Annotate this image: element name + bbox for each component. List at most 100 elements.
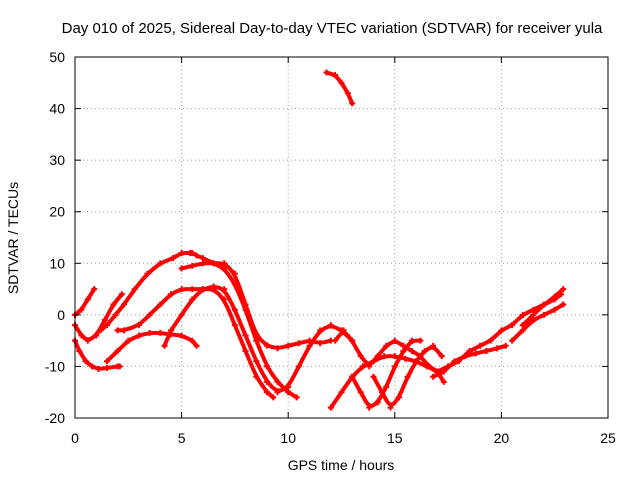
x-tick-label: 15 xyxy=(387,430,403,446)
data-point-arc-7 xyxy=(189,296,196,303)
data-point-arc-5 xyxy=(146,311,153,318)
data-point-arc-6 xyxy=(103,358,110,365)
data-point-arc-6 xyxy=(178,332,185,339)
data-point-arc-13 xyxy=(421,347,428,354)
data-point-arc-1 xyxy=(84,296,91,303)
data-point-arc-3 xyxy=(76,347,83,354)
series-arc-6 xyxy=(105,330,199,364)
data-point-arc-14 xyxy=(466,347,473,354)
grid-lines xyxy=(75,57,608,418)
y-tick-label: 40 xyxy=(49,101,65,117)
y-tick-label: -10 xyxy=(45,358,65,374)
data-point-arc-9 xyxy=(402,355,409,362)
data-point-arc-11 xyxy=(349,100,356,107)
data-point-arc-14 xyxy=(477,342,484,349)
data-point-arc-5 xyxy=(253,373,260,380)
y-tick-label: 0 xyxy=(57,307,65,323)
data-point-arc-7 xyxy=(253,358,260,365)
data-point-arc-2 xyxy=(78,332,85,339)
axis-ticks: 0 5 10 15 20 25 -20 -10 0 10 20 30 40 50 xyxy=(45,49,616,446)
data-point-arc-14 xyxy=(530,306,537,313)
data-point-arc-5 xyxy=(242,347,249,354)
data-point-arc-17 xyxy=(560,286,567,293)
data-point-arc-5 xyxy=(157,301,164,308)
y-axis-label: SDTVAR / TECUs xyxy=(5,182,21,294)
data-point-arc-2 xyxy=(110,301,117,308)
data-point-arc-4 xyxy=(121,301,128,308)
data-point-arc-12 xyxy=(417,337,424,344)
data-point-arc-10 xyxy=(357,353,364,360)
data-point-arc-11 xyxy=(338,79,345,86)
data-point-arc-15 xyxy=(502,342,509,349)
series-arc-15 xyxy=(431,343,508,379)
data-point-arc-8 xyxy=(263,342,270,349)
data-point-arc-4 xyxy=(193,252,200,259)
data-point-arc-4 xyxy=(157,260,164,267)
data-point-arc-7 xyxy=(231,306,238,313)
data-point-arc-17 xyxy=(519,322,526,329)
data-point-arc-12 xyxy=(366,404,373,411)
data-point-arc-7 xyxy=(178,311,185,318)
data-point-arc-7 xyxy=(327,322,334,329)
data-point-arc-14 xyxy=(509,322,516,329)
data-point-arc-13 xyxy=(370,373,377,380)
data-point-arc-11 xyxy=(323,69,330,76)
data-point-arc-4 xyxy=(189,249,196,256)
data-point-arc-2 xyxy=(84,337,91,344)
x-axis-label: GPS time / hours xyxy=(288,457,395,473)
data-point-arc-16 xyxy=(541,311,548,318)
data-point-arc-4 xyxy=(112,311,119,318)
data-point-arc-12 xyxy=(383,384,390,391)
data-point-arc-8 xyxy=(210,260,217,267)
data-point-arc-5 xyxy=(114,327,121,334)
data-point-arc-4 xyxy=(178,249,185,256)
data-point-arc-17 xyxy=(541,301,548,308)
data-point-arc-4 xyxy=(103,322,110,329)
data-point-arc-4 xyxy=(144,270,151,277)
data-point-arc-13 xyxy=(387,404,394,411)
data-point-arc-7 xyxy=(295,363,302,370)
data-point-arc-4 xyxy=(97,327,104,334)
data-point-arc-5 xyxy=(135,322,142,329)
data-point-arc-10 xyxy=(408,347,415,354)
data-point-arc-7 xyxy=(263,378,270,385)
data-point-arc-1 xyxy=(78,306,85,313)
data-point-arc-2 xyxy=(118,291,125,298)
data-point-arc-10 xyxy=(366,363,373,370)
data-point-arc-8 xyxy=(317,340,324,347)
data-point-arc-7 xyxy=(306,342,313,349)
data-point-arc-12 xyxy=(400,347,407,354)
data-point-arc-15 xyxy=(462,353,469,360)
chart-title: Day 010 of 2025, Sidereal Day-to-day VTE… xyxy=(62,20,603,37)
data-point-arc-15 xyxy=(440,368,447,375)
data-point-arc-10 xyxy=(349,337,356,344)
data-point-arc-6 xyxy=(114,347,121,354)
data-point-arc-13 xyxy=(413,358,420,365)
data-series xyxy=(72,69,567,411)
data-point-arc-3 xyxy=(95,366,102,373)
series-arc-11 xyxy=(324,70,355,106)
data-point-arc-17 xyxy=(551,293,558,300)
data-point-arc-4 xyxy=(253,337,260,344)
data-point-arc-10 xyxy=(425,363,432,370)
data-point-arc-4 xyxy=(199,255,206,262)
data-point-arc-2 xyxy=(101,317,108,324)
data-point-arc-8 xyxy=(274,345,281,352)
data-point-arc-8 xyxy=(221,260,228,267)
data-point-arc-2 xyxy=(93,332,100,339)
data-point-arc-10 xyxy=(340,327,347,334)
data-point-arc-15 xyxy=(451,358,458,365)
data-point-arc-16 xyxy=(560,301,567,308)
x-tick-label: 20 xyxy=(494,430,510,446)
data-point-arc-7 xyxy=(199,286,206,293)
data-point-arc-4 xyxy=(285,389,292,396)
data-point-arc-7 xyxy=(210,283,217,290)
data-point-arc-6 xyxy=(125,337,132,344)
data-point-arc-5 xyxy=(270,394,277,401)
data-point-arc-12 xyxy=(357,389,364,396)
data-point-arc-6 xyxy=(189,337,196,344)
data-point-arc-3 xyxy=(89,363,96,370)
data-point-arc-14 xyxy=(498,327,505,334)
data-point-arc-8 xyxy=(178,265,185,272)
data-point-arc-4 xyxy=(293,394,300,401)
